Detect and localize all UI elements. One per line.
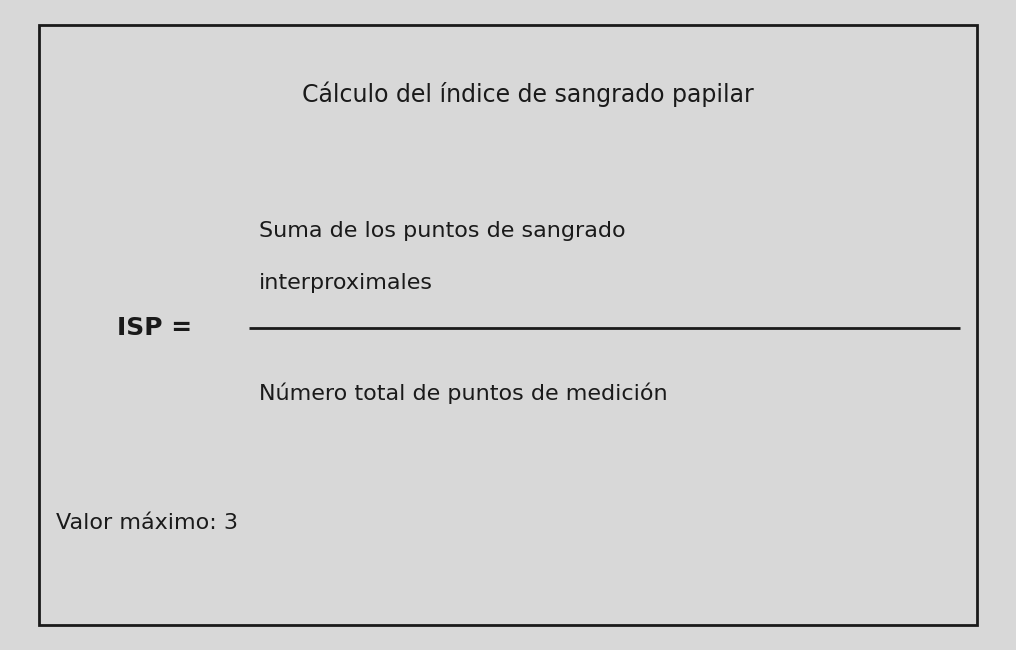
Text: ISP =: ISP = [117, 317, 192, 340]
Text: Cálculo del índice de sangrado papilar: Cálculo del índice de sangrado papilar [303, 81, 754, 107]
Text: Suma de los puntos de sangrado: Suma de los puntos de sangrado [259, 221, 626, 240]
Text: Valor máximo: 3: Valor máximo: 3 [56, 514, 238, 533]
Text: Número total de puntos de medición: Número total de puntos de medición [259, 382, 668, 404]
FancyBboxPatch shape [39, 25, 977, 625]
Text: interproximales: interproximales [259, 273, 433, 292]
